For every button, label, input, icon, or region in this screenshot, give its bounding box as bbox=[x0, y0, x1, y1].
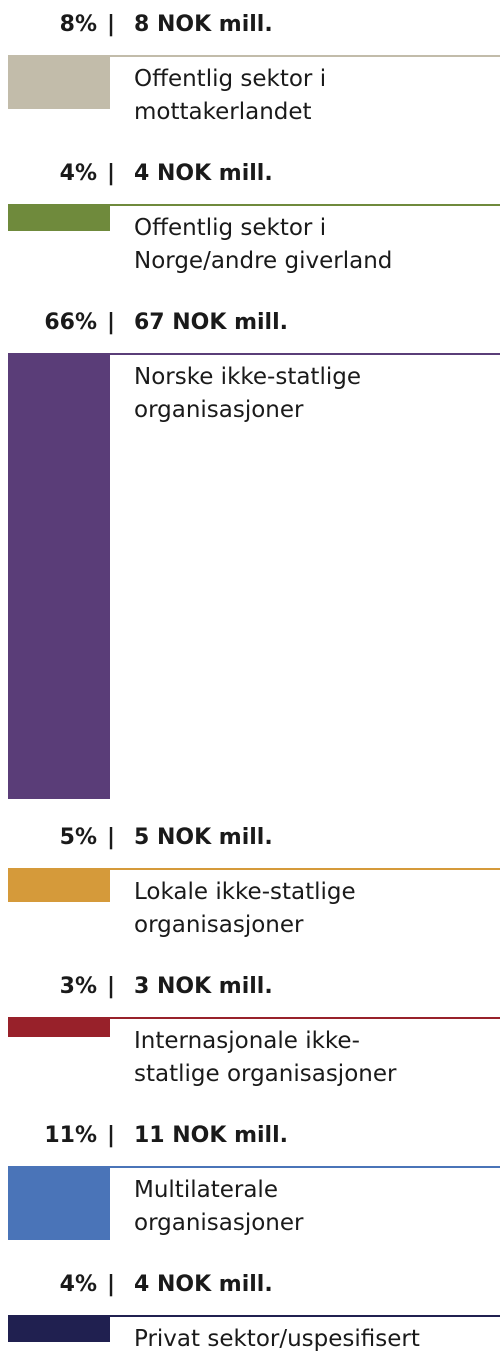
amount-label: 11 NOK mill. bbox=[134, 1123, 288, 1148]
bar-segment bbox=[8, 1017, 110, 1037]
bar-segment bbox=[8, 353, 110, 799]
category-rule bbox=[110, 204, 500, 206]
separator: | bbox=[106, 825, 116, 850]
category-rule bbox=[110, 55, 500, 57]
percent-label: 4% bbox=[59, 1272, 97, 1297]
category-rule bbox=[110, 353, 500, 355]
percent-label: 11% bbox=[44, 1123, 97, 1148]
separator: | bbox=[106, 1123, 116, 1148]
percent-label: 4% bbox=[59, 161, 97, 186]
percent-label: 5% bbox=[59, 825, 97, 850]
category-label: Offentlig sektor i mottakerlandet bbox=[134, 66, 327, 125]
category-label: Multilaterale organisasjoner bbox=[134, 1177, 304, 1236]
category-rule bbox=[110, 1166, 500, 1168]
separator: | bbox=[106, 310, 116, 335]
amount-label: 8 NOK mill. bbox=[134, 12, 273, 37]
separator: | bbox=[106, 974, 116, 999]
separator: | bbox=[106, 1272, 116, 1297]
amount-label: 3 NOK mill. bbox=[134, 974, 273, 999]
bar-segment bbox=[8, 868, 110, 902]
category-label: Offentlig sektor i Norge/andre giverland bbox=[134, 215, 393, 274]
percent-label: 66% bbox=[44, 310, 97, 335]
allocation-chart: 8% | 8 NOK mill. Offentlig sektor i mottake… bbox=[8, 12, 500, 1352]
amount-label: 67 NOK mill. bbox=[134, 310, 288, 335]
percent-label: 8% bbox=[59, 12, 97, 37]
category-label: Norske ikke-statlige organisasjoner bbox=[134, 364, 361, 423]
amount-label: 4 NOK mill. bbox=[134, 1272, 273, 1297]
amount-label: 5 NOK mill. bbox=[134, 825, 273, 850]
category-rule bbox=[110, 868, 500, 870]
category-label: Privat sektor/uspesifisert bbox=[134, 1326, 420, 1352]
bar-segment bbox=[8, 55, 110, 109]
bar-segment bbox=[8, 1315, 110, 1342]
category-rule bbox=[110, 1315, 500, 1317]
bar-segment bbox=[8, 204, 110, 231]
category-label: Lokale ikke-statlige organisasjoner bbox=[134, 879, 356, 938]
amount-label: 4 NOK mill. bbox=[134, 161, 273, 186]
category-label: Internasjonale ikke- statlige organisasj… bbox=[134, 1028, 397, 1087]
percent-label: 3% bbox=[59, 974, 97, 999]
category-rule bbox=[110, 1017, 500, 1019]
separator: | bbox=[106, 12, 116, 37]
bar-segment bbox=[8, 1166, 110, 1240]
separator: | bbox=[106, 161, 116, 186]
